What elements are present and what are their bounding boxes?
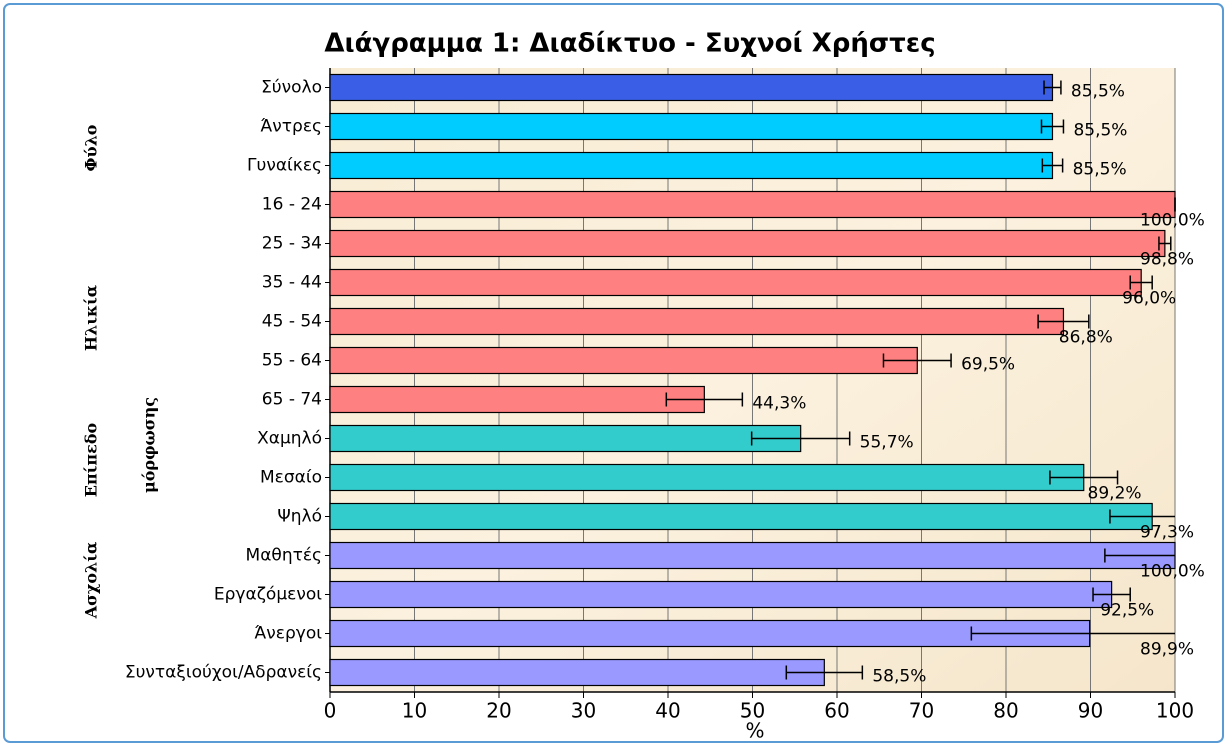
- y-tick-label: 25 - 34: [262, 234, 322, 254]
- bar: [329, 580, 1113, 609]
- data-label: 58,5%: [872, 667, 926, 687]
- y-tick-label: Εργαζόμενοι: [214, 585, 322, 605]
- bar: [329, 541, 1176, 570]
- data-label: 98,8%: [1140, 250, 1194, 270]
- y-tick-label: 16 - 24: [262, 195, 322, 215]
- bar: [329, 463, 1085, 492]
- y-tick-label: Μεσαίο: [260, 468, 322, 488]
- x-tick-label: 20: [486, 699, 511, 723]
- data-label: 92,5%: [1100, 601, 1154, 621]
- x-tick-label: 0: [324, 699, 337, 723]
- y-tick-label: Χαμηλό: [257, 429, 322, 449]
- x-tick-label: 30: [571, 699, 596, 723]
- data-label: 55,7%: [860, 433, 914, 453]
- y-tick-label: Άντρες: [261, 117, 322, 137]
- group-label: Φύλο: [82, 124, 101, 171]
- data-label: 86,8%: [1059, 328, 1113, 348]
- y-tick-label: 35 - 44: [262, 273, 322, 293]
- bar: [329, 502, 1153, 531]
- data-label: 100,0%: [1140, 211, 1205, 231]
- bar: [329, 190, 1176, 219]
- group-label: Επίπεδο: [82, 422, 101, 497]
- y-tick-label: 55 - 64: [262, 351, 322, 371]
- bar: [329, 619, 1091, 648]
- group-label: Ασχολία: [82, 542, 101, 620]
- x-tick-label: 80: [993, 699, 1018, 723]
- y-tick-label: Συνταξιούχοι/Αδρανείς: [125, 663, 322, 683]
- y-tick-label: 45 - 54: [262, 312, 322, 332]
- group-label: μόρφωσης: [140, 397, 159, 493]
- bar: [329, 268, 1142, 297]
- x-tick-label: 70: [909, 699, 934, 723]
- x-tick-label: 100: [1156, 699, 1194, 723]
- bar: [329, 307, 1065, 336]
- bar: [329, 73, 1054, 102]
- data-label: 44,3%: [752, 394, 806, 414]
- bar: [329, 112, 1054, 141]
- bar: [329, 229, 1166, 258]
- x-tick-label: 40: [655, 699, 680, 723]
- x-axis-label: %: [745, 719, 764, 743]
- data-label: 85,5%: [1071, 82, 1125, 102]
- data-label: 96,0%: [1122, 289, 1176, 309]
- x-tick-label: 90: [1078, 699, 1103, 723]
- y-tick-label: Ψηλό: [277, 507, 322, 527]
- y-tick-label: Σύνολο: [261, 78, 322, 98]
- data-label: 100,0%: [1140, 562, 1205, 582]
- data-label: 85,5%: [1073, 160, 1127, 180]
- group-label: Ηλικία: [82, 285, 101, 351]
- bar: [329, 424, 802, 453]
- bar: [329, 346, 918, 375]
- data-label: 69,5%: [961, 355, 1015, 375]
- data-label: 97,3%: [1140, 523, 1194, 543]
- y-tick-label: Μαθητές: [246, 546, 322, 566]
- chart-title: Διάγραμμα 1: Διαδίκτυο - Συχνοί Χρήστες: [324, 29, 935, 59]
- bar: [329, 385, 705, 414]
- y-tick-label: 65 - 74: [262, 390, 322, 410]
- y-tick-label: Άνεργοι: [255, 624, 323, 644]
- x-tick-label: 50: [740, 699, 765, 723]
- data-label: 85,5%: [1073, 121, 1127, 141]
- x-tick-label: 60: [824, 699, 849, 723]
- bar: [329, 151, 1054, 180]
- x-tick-label: 10: [402, 699, 427, 723]
- data-label: 89,9%: [1140, 640, 1194, 660]
- y-tick-label: Γυναίκες: [247, 156, 322, 176]
- bar: [329, 658, 825, 687]
- data-label: 89,2%: [1088, 484, 1142, 504]
